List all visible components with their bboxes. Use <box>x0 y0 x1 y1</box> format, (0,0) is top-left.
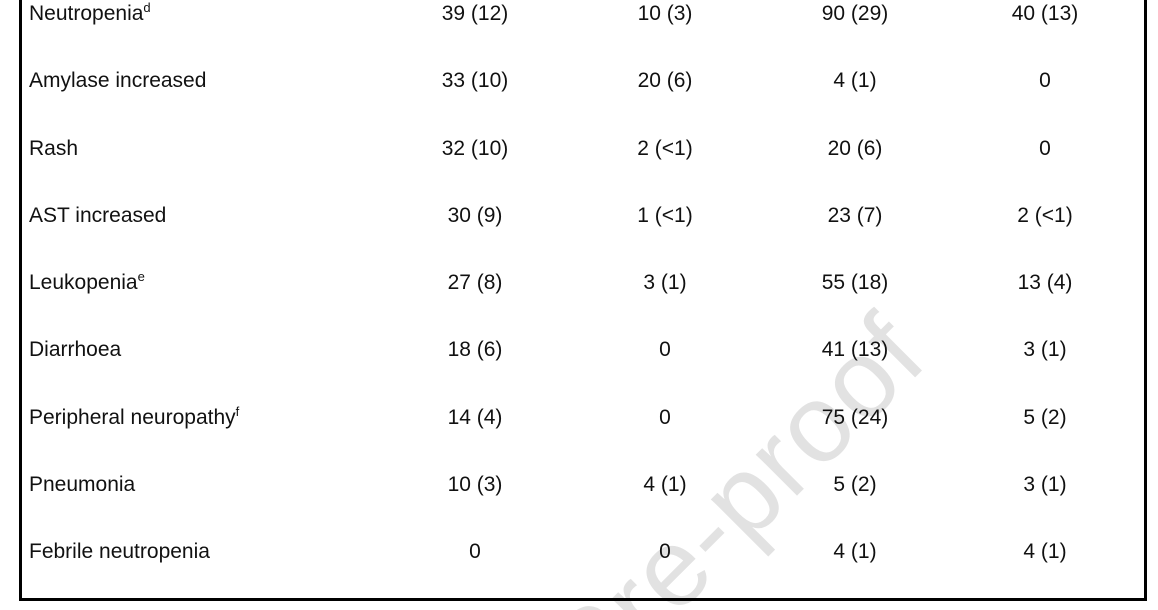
row-label: Diarrhoea <box>29 338 122 362</box>
cell-value-4: 5 (2) <box>1023 405 1067 429</box>
cell-value-3: 5 (2) <box>833 472 877 496</box>
cell-value-4: 4 (1) <box>1023 540 1067 563</box>
cell-value-3: 90 (29) <box>821 2 889 25</box>
cell-value-2: 0 <box>659 405 671 429</box>
cell-value-1: 30 (9) <box>447 203 503 227</box>
cell-value-2: 4 (1) <box>643 472 687 496</box>
table-row: Amylase increased 33 (10) 20 (6) 4 (1) 0 <box>19 67 1140 95</box>
cell-value-3: 4 (1) <box>833 69 877 93</box>
row-label: Leukopeniae <box>29 269 145 294</box>
row-label: Amylase increased <box>29 69 207 93</box>
cell-value-2: 3 (1) <box>643 271 687 294</box>
table-row: Leukopeniae 27 (8) 3 (1) 55 (18) 13 (4) <box>19 269 1140 297</box>
cell-value-4: 13 (4) <box>1017 271 1073 294</box>
cell-value-3: 20 (6) <box>827 136 883 160</box>
cell-value-3: 75 (24) <box>821 405 889 429</box>
cell-value-2: 0 <box>659 338 671 362</box>
cell-value-2: 1 (<1) <box>637 203 693 227</box>
cell-value-2: 20 (6) <box>637 69 693 93</box>
cell-value-1: 18 (6) <box>447 338 503 362</box>
table-row: Neutropeniad 39 (12) 10 (3) 90 (29) 40 (… <box>19 0 1140 28</box>
cell-value-1: 27 (8) <box>447 271 503 294</box>
cell-value-3: 23 (7) <box>827 203 883 227</box>
cell-value-1: 33 (10) <box>441 69 509 93</box>
table-row: Pneumonia 10 (3) 4 (1) 5 (2) 3 (1) <box>19 471 1140 499</box>
cell-value-2: 10 (3) <box>637 2 693 25</box>
cell-value-2: 0 <box>659 540 671 563</box>
cell-value-1: 10 (3) <box>447 472 503 496</box>
cell-value-3: 4 (1) <box>833 540 877 563</box>
table-row: Diarrhoea 18 (6) 0 41 (13) 3 (1) <box>19 336 1140 364</box>
cell-value-2: 2 (<1) <box>637 136 693 160</box>
row-label: AST increased <box>29 203 167 227</box>
cell-value-1: 14 (4) <box>447 405 503 429</box>
row-label: Rash <box>29 136 79 160</box>
table-row: Rash 32 (10) 2 (<1) 20 (6) 0 <box>19 135 1140 163</box>
cell-value-1: 39 (12) <box>441 2 509 25</box>
table-row: AST increased 30 (9) 1 (<1) 23 (7) 2 (<1… <box>19 202 1140 230</box>
cell-value-4: 2 (<1) <box>1017 203 1073 227</box>
table-row: Febrile neutropenia 0 0 4 (1) 4 (1) <box>19 538 1140 566</box>
row-label: Pneumonia <box>29 472 136 496</box>
adverse-events-table: Neutropeniad 39 (12) 10 (3) 90 (29) 40 (… <box>19 0 1147 601</box>
row-label: Peripheral neuropathyf <box>29 403 240 429</box>
cell-value-4: 0 <box>1039 69 1051 93</box>
row-label: Neutropeniad <box>29 0 151 25</box>
cell-value-4: 0 <box>1039 136 1051 160</box>
cell-value-3: 41 (13) <box>821 338 889 362</box>
cell-value-1: 0 <box>469 540 481 563</box>
table-row: Peripheral neuropathyf 14 (4) 0 75 (24) … <box>19 404 1140 432</box>
cell-value-3: 55 (18) <box>821 271 889 294</box>
row-label: Febrile neutropenia <box>29 540 210 563</box>
cell-value-4: 3 (1) <box>1023 338 1067 362</box>
cell-value-4: 40 (13) <box>1011 2 1079 25</box>
cell-value-1: 32 (10) <box>441 136 509 160</box>
table-border-frame <box>19 0 1147 601</box>
cell-value-4: 3 (1) <box>1023 472 1067 496</box>
